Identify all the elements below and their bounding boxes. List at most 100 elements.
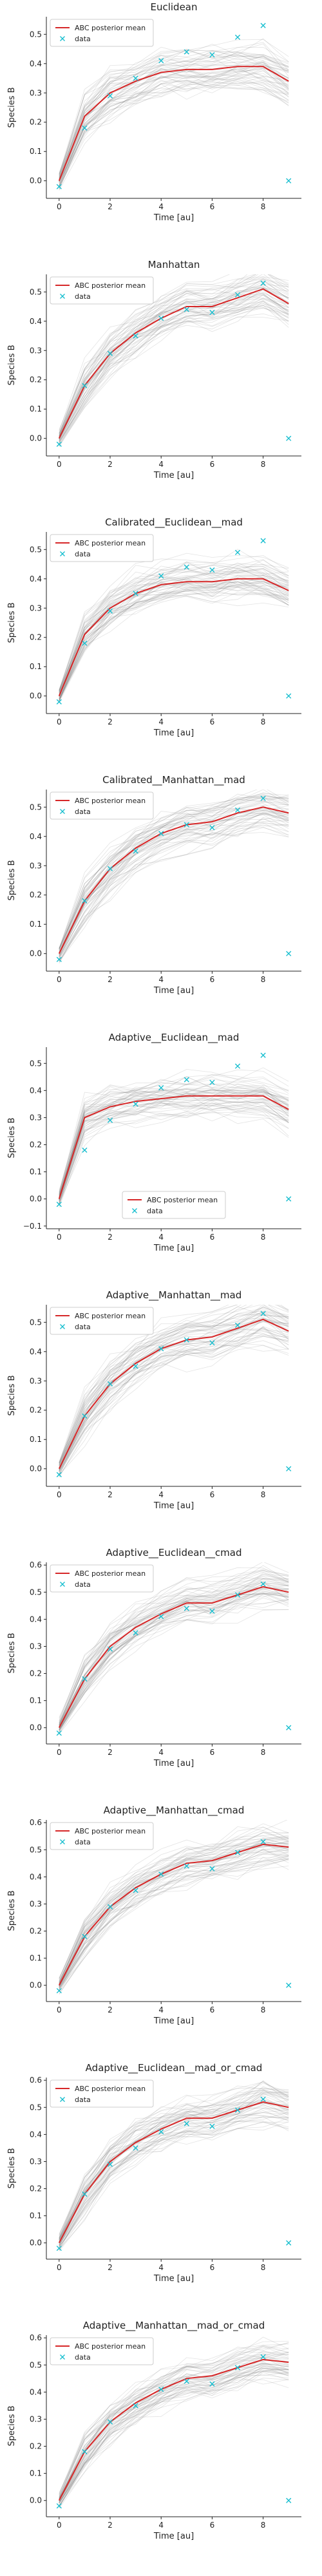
posterior-sample-line — [59, 2345, 289, 2498]
mean-line — [58, 1095, 289, 1199]
x-axis-label: Time [au] — [153, 986, 194, 996]
posterior-sample-line — [59, 799, 289, 954]
posterior-sample-line — [59, 2080, 289, 2238]
posterior-sample-line — [59, 2366, 289, 2506]
posterior-sample-line — [59, 580, 289, 697]
posterior-sample-line — [59, 1837, 289, 1982]
posterior-sample-line — [59, 812, 289, 957]
posterior-sample-line — [59, 817, 289, 958]
data-point-marker — [184, 2378, 189, 2384]
posterior-sample-line — [59, 2351, 289, 2499]
posterior-sample-line — [59, 1097, 289, 1203]
posterior-sample-line — [59, 1327, 289, 1473]
posterior-sample-line — [59, 1089, 289, 1197]
y-tick-label: 0.2 — [30, 1141, 42, 1150]
data-point-marker — [133, 591, 138, 596]
x-tick-label: 4 — [158, 1748, 164, 1757]
posterior-sample-line — [59, 810, 289, 955]
posterior-sample-line — [59, 553, 289, 691]
legend-data-swatch — [60, 1582, 65, 1587]
posterior-sample-line — [59, 280, 289, 437]
posterior-sample-line — [59, 1090, 289, 1198]
posterior-sample-line — [59, 797, 289, 949]
y-tick-label: 0.4 — [30, 2387, 42, 2396]
posterior-sample-line — [59, 1853, 289, 1988]
posterior-sample-line — [59, 76, 289, 185]
posterior-sample-line — [59, 2081, 289, 2236]
posterior-sample-line — [59, 568, 289, 693]
posterior-sample-line — [59, 1609, 289, 1735]
posterior-sample-line — [59, 1311, 289, 1466]
y-tick-label: 0.4 — [30, 1615, 42, 1624]
posterior-sample-line — [59, 80, 289, 186]
posterior-sample-line — [59, 2371, 289, 2507]
posterior-sample-line — [59, 313, 289, 447]
posterior-sample-line — [59, 80, 289, 187]
chart-panel-9: Adaptive__Euclidean__mad_or_cmad 0 2 4 6 8 0.0… — [7, 2062, 301, 2284]
posterior-sample-line — [59, 573, 289, 694]
y-tick-label: 0.3 — [30, 2414, 42, 2423]
posterior-sample-line — [59, 305, 289, 443]
mean-line — [58, 1586, 289, 1728]
data-point-marker — [82, 125, 88, 131]
posterior-sample-line — [59, 1110, 289, 1204]
posterior-sample-line — [59, 2352, 289, 2499]
posterior-sample-line — [59, 1832, 289, 1979]
legend: ABC posterior mean data — [50, 1822, 154, 1850]
posterior-sample-line — [59, 1841, 289, 1987]
x-tick-label: 2 — [108, 2521, 113, 2530]
data-point-marker — [286, 2497, 292, 2503]
posterior-sample-line — [59, 1305, 289, 1466]
posterior-sample-line — [59, 1840, 289, 1984]
data-point-marker — [184, 1337, 189, 1343]
posterior-sample-line — [59, 2342, 289, 2495]
legend-mean-label: ABC posterior mean — [75, 797, 146, 805]
posterior-sample-line — [59, 64, 289, 181]
posterior-sample-line — [59, 1067, 289, 1191]
x-tick-label: 8 — [261, 1233, 266, 1242]
legend-mean-label: ABC posterior mean — [75, 2085, 146, 2093]
posterior-sample-line — [59, 2087, 289, 2235]
posterior-sample-line — [59, 583, 289, 701]
posterior-sample-line — [59, 293, 289, 440]
posterior-sample-line — [59, 1101, 289, 1204]
posterior-sample-line — [59, 1311, 289, 1464]
x-tick-label: 8 — [261, 2005, 266, 2014]
posterior-sample-line — [59, 568, 289, 693]
y-tick-label: 0.4 — [30, 574, 42, 583]
posterior-sample-line — [59, 1083, 289, 1195]
data-point-marker — [184, 49, 189, 55]
posterior-sample-line — [59, 276, 289, 432]
posterior-sample-line — [59, 1110, 289, 1208]
chart-title: Adaptive__Euclidean__mad_or_cmad — [86, 2062, 263, 2074]
posterior-sample-line — [59, 1106, 289, 1203]
posterior-sample-line — [59, 2369, 289, 2503]
posterior-sample-line — [59, 1329, 289, 1473]
posterior-sample-line — [59, 307, 289, 442]
y-tick-label: 0.1 — [30, 404, 42, 413]
posterior-sample-line — [59, 67, 289, 183]
posterior-sample-line — [59, 1084, 289, 1196]
posterior-sample-line — [59, 1846, 289, 1988]
y-axis-label: Species B — [7, 87, 17, 128]
data-point-marker — [158, 831, 164, 837]
posterior-sample-line — [59, 1578, 289, 1729]
y-tick-label: 0.1 — [30, 1435, 42, 1444]
posterior-samples — [59, 1305, 289, 1477]
posterior-sample-line — [59, 274, 289, 433]
posterior-sample-line — [59, 2350, 289, 2499]
posterior-sample-line — [59, 300, 289, 443]
posterior-sample-line — [59, 559, 289, 691]
posterior-sample-line — [59, 278, 289, 435]
posterior-sample-line — [59, 2088, 289, 2239]
posterior-sample-line — [59, 2354, 289, 2498]
posterior-sample-line — [59, 586, 289, 701]
posterior-sample-line — [59, 1571, 289, 1724]
y-tick-label: 0.3 — [30, 2157, 42, 2166]
data-point-marker — [56, 441, 62, 447]
posterior-sample-line — [59, 82, 289, 184]
posterior-sample-line — [59, 1599, 289, 1730]
legend-mean-label: ABC posterior mean — [75, 1312, 146, 1320]
posterior-sample-line — [59, 75, 289, 185]
posterior-sample-line — [59, 1305, 289, 1463]
